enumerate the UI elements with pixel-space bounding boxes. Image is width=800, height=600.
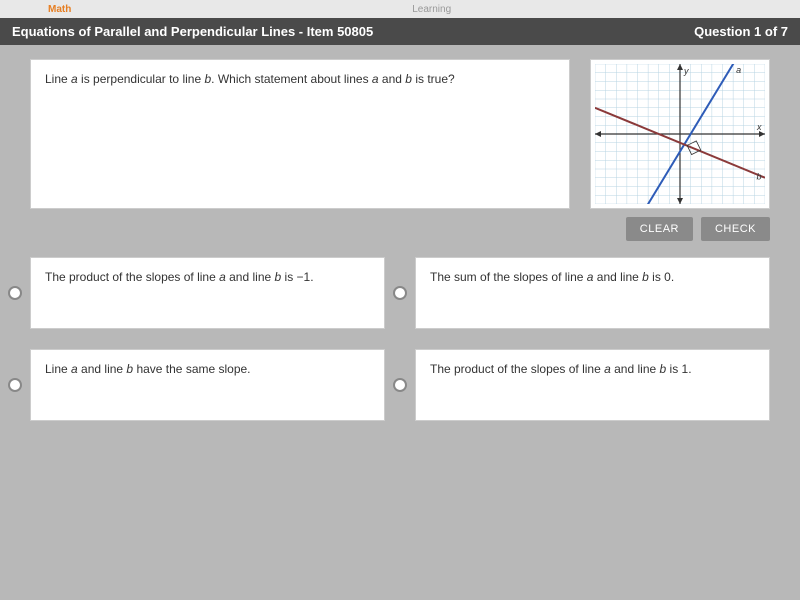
graph-panel: y x a b	[590, 59, 770, 209]
content-area: Line a is perpendicular to line b. Which…	[0, 45, 800, 435]
radio-2[interactable]	[393, 286, 407, 300]
header-bar: Equations of Parallel and Perpendicular …	[0, 18, 800, 45]
brand-label: Math	[48, 4, 71, 15]
page-title: Equations of Parallel and Perpendicular …	[12, 24, 373, 39]
action-buttons: CLEAR CHECK	[30, 217, 770, 241]
top-center-label: Learning	[71, 4, 792, 15]
check-button[interactable]: CHECK	[701, 217, 770, 241]
option-1-box[interactable]: The product of the slopes of line a and …	[30, 257, 385, 329]
option-4[interactable]: The product of the slopes of line a and …	[415, 349, 770, 421]
svg-text:x: x	[756, 122, 762, 132]
option-2[interactable]: The sum of the slopes of line a and line…	[415, 257, 770, 329]
radio-3[interactable]	[8, 378, 22, 392]
coordinate-graph: y x a b	[595, 64, 765, 204]
top-bar: Math Learning	[0, 0, 800, 18]
option-3[interactable]: Line a and line b have the same slope.	[30, 349, 385, 421]
option-2-box[interactable]: The sum of the slopes of line a and line…	[415, 257, 770, 329]
svg-text:a: a	[736, 65, 741, 75]
clear-button[interactable]: CLEAR	[626, 217, 693, 241]
option-3-box[interactable]: Line a and line b have the same slope.	[30, 349, 385, 421]
question-text: Line a is perpendicular to line b. Which…	[30, 59, 570, 209]
svg-text:y: y	[683, 66, 689, 76]
option-1[interactable]: The product of the slopes of line a and …	[30, 257, 385, 329]
svg-text:b: b	[757, 172, 762, 182]
radio-1[interactable]	[8, 286, 22, 300]
answer-options: The product of the slopes of line a and …	[30, 257, 770, 421]
progress-label: Question 1 of 7	[694, 24, 788, 39]
radio-4[interactable]	[393, 378, 407, 392]
option-4-box[interactable]: The product of the slopes of line a and …	[415, 349, 770, 421]
